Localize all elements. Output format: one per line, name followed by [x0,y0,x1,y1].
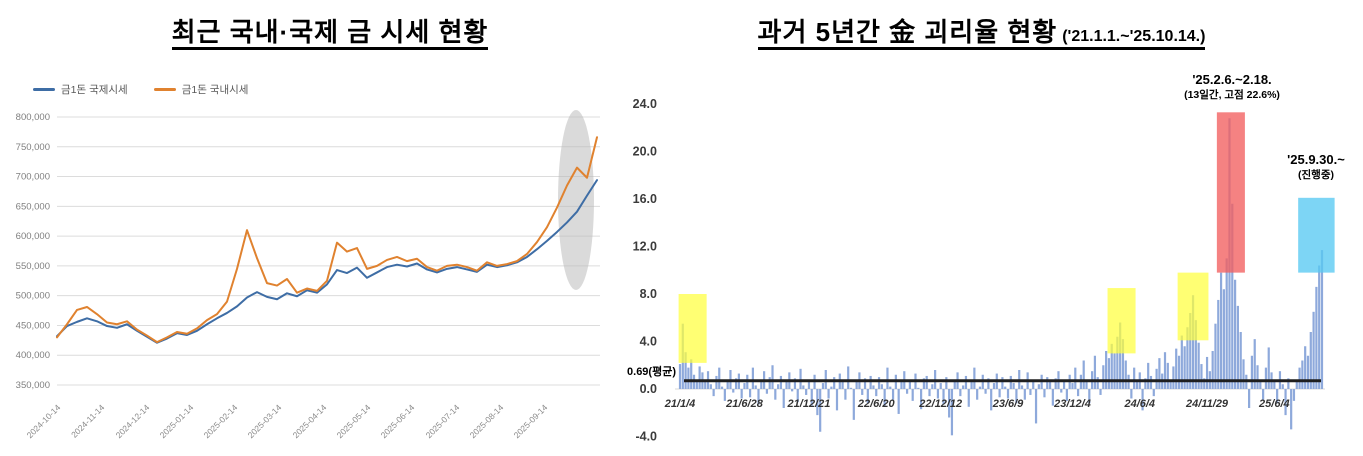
svg-text:20.0: 20.0 [633,145,657,159]
legend-swatch-international [33,88,55,91]
svg-text:650,000: 650,000 [16,201,50,212]
average-label: 0.69(평균) [627,366,676,378]
annotation-blue-line1: '25.9.30.~ [1287,152,1345,167]
annotation-blue-line2: (진행중) [1298,169,1334,181]
annotation-blue-highlight: '25.9.30.~ (진행중) [1287,152,1345,182]
svg-text:2025-06-14: 2025-06-14 [379,402,417,440]
svg-text:21/1/4: 21/1/4 [664,398,696,410]
svg-text:24/6/4: 24/6/4 [1123,398,1155,410]
svg-text:500,000: 500,000 [16,291,50,302]
right-chart-title-period: ('21.1.1.~'25.10.14.) [1062,28,1206,45]
svg-text:2024-12-14: 2024-12-14 [114,402,152,440]
svg-text:2025-07-14: 2025-07-14 [424,402,462,440]
svg-text:24/11/29: 24/11/29 [1185,398,1229,410]
svg-text:2025-09-14: 2025-09-14 [512,402,550,440]
svg-text:800,000: 800,000 [16,112,50,123]
svg-text:2025-03-14: 2025-03-14 [246,402,284,440]
svg-text:21/12/21: 21/12/21 [787,398,831,410]
svg-text:2025-08-14: 2025-08-14 [468,402,506,440]
right-chart-title-text: 과거 5년간 金 괴리율 현황 [757,17,1058,47]
left-chart-title: 최근 국내·국제 금 시세 현황 [0,12,660,50]
svg-text:23/6/9: 23/6/9 [992,398,1024,410]
svg-text:2025-04-14: 2025-04-14 [291,402,329,440]
svg-text:2025-01-14: 2025-01-14 [158,402,196,440]
gold-price-line-chart: 800,000 750,000 700,000 650,000 600,000 550,0… [16,110,600,440]
legend-item-domestic: 금1돈 국내시세 [153,82,249,97]
svg-text:550,000: 550,000 [16,261,50,272]
svg-text:22/12/12: 22/12/12 [918,398,962,410]
svg-text:8.0: 8.0 [640,287,657,301]
svg-text:12.0: 12.0 [633,240,657,254]
svg-text:600,000: 600,000 [16,231,50,242]
left-chart-title-text: 최근 국내·국제 금 시세 현황 [171,17,489,47]
svg-text:350,000: 350,000 [16,380,50,391]
svg-text:23/12/4: 23/12/4 [1053,398,1091,410]
chart-legend: 금1돈 국제시세 금1돈 국내시세 [33,82,248,97]
svg-text:400,000: 400,000 [16,350,50,361]
gap-rate-panel: 과거 5년간 金 괴리율 현황 ('21.1.1.~'25.10.14.) 24.… [600,0,1363,456]
svg-text:0.0: 0.0 [640,382,657,396]
gap-rate-bar-chart: 24.0 20.0 16.0 12.0 8.0 4.0 0.0 -4.0 21/1/4 21/6/… [633,97,1335,444]
svg-text:700,000: 700,000 [16,172,50,183]
svg-text:2025-05-14: 2025-05-14 [335,402,373,440]
svg-text:22/6/20: 22/6/20 [857,398,896,410]
svg-text:2024-10-14: 2024-10-14 [25,402,63,440]
svg-text:2025-02-14: 2025-02-14 [202,402,240,440]
annotation-red-line1: '25.2.6.~2.18. [1192,72,1272,87]
svg-text:24.0: 24.0 [633,97,657,111]
legend-swatch-domestic [153,88,176,91]
gold-price-panel: 최근 국내·국제 금 시세 현황 금1돈 국제시세 금1돈 국내시세 800,0… [0,0,660,456]
legend-label-international: 금1돈 국제시세 [61,84,128,96]
annotation-red-line2: (13일간, 고점 22.6%) [1184,89,1280,101]
svg-text:750,000: 750,000 [16,142,50,153]
annotation-red-highlight: '25.2.6.~2.18. (13일간, 고점 22.6%) [1184,72,1280,102]
legend-item-international: 금1돈 국제시세 [33,82,128,97]
svg-text:25/6/4: 25/6/4 [1258,398,1290,410]
svg-text:2024-11-14: 2024-11-14 [69,402,107,440]
svg-text:4.0: 4.0 [640,335,657,349]
svg-text:450,000: 450,000 [16,320,50,331]
svg-text:21/6/28: 21/6/28 [725,398,764,410]
right-chart-title: 과거 5년간 金 괴리율 현황 ('21.1.1.~'25.10.14.) [600,12,1363,50]
legend-label-domestic: 금1돈 국내시세 [181,84,249,96]
svg-text:16.0: 16.0 [633,192,657,206]
svg-text:-4.0: -4.0 [635,430,657,444]
